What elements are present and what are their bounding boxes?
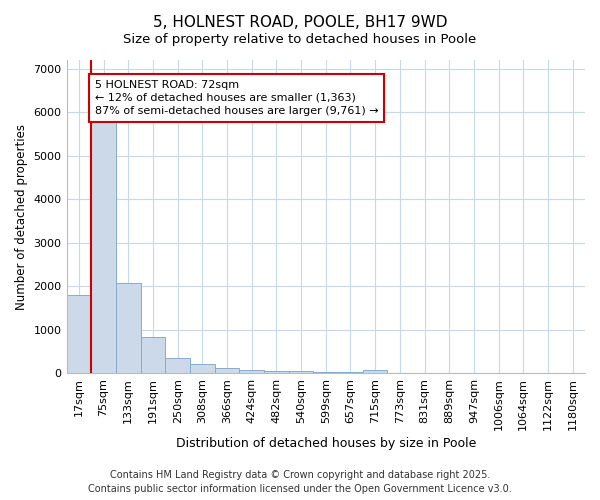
- Bar: [116, 282, 140, 373]
- Text: 5, HOLNEST ROAD, POOLE, BH17 9WD: 5, HOLNEST ROAD, POOLE, BH17 9WD: [153, 15, 447, 30]
- Bar: [264, 371, 289, 373]
- Text: Contains HM Land Registry data © Crown copyright and database right 2025.
Contai: Contains HM Land Registry data © Crown c…: [88, 470, 512, 494]
- Bar: [91, 121, 116, 373]
- Bar: [215, 368, 239, 373]
- Bar: [165, 358, 190, 373]
- Bar: [313, 372, 338, 373]
- Bar: [338, 372, 363, 373]
- Bar: [140, 337, 165, 373]
- Bar: [239, 370, 264, 373]
- Bar: [190, 364, 215, 373]
- Bar: [289, 372, 313, 373]
- Bar: [363, 370, 388, 373]
- Bar: [67, 295, 91, 373]
- X-axis label: Distribution of detached houses by size in Poole: Distribution of detached houses by size …: [176, 437, 476, 450]
- Text: Size of property relative to detached houses in Poole: Size of property relative to detached ho…: [124, 32, 476, 46]
- Y-axis label: Number of detached properties: Number of detached properties: [15, 124, 28, 310]
- Text: 5 HOLNEST ROAD: 72sqm
← 12% of detached houses are smaller (1,363)
87% of semi-d: 5 HOLNEST ROAD: 72sqm ← 12% of detached …: [95, 80, 379, 116]
